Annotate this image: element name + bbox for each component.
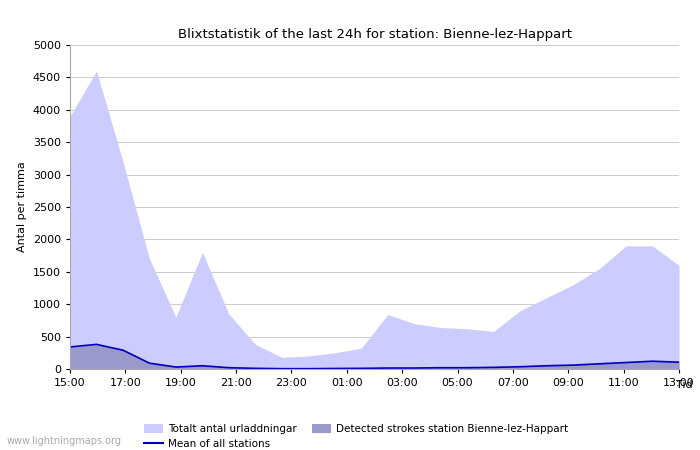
Y-axis label: Antal per timma: Antal per timma — [18, 162, 27, 252]
Text: Tid: Tid — [676, 380, 693, 390]
Title: Blixtstatistik of the last 24h for station: Bienne-lez-Happart: Blixtstatistik of the last 24h for stati… — [178, 28, 571, 41]
Legend: Totalt antal urladdningar, Mean of all stations, Detected strokes station Bienne: Totalt antal urladdningar, Mean of all s… — [140, 419, 573, 450]
Text: www.lightningmaps.org: www.lightningmaps.org — [7, 436, 122, 446]
